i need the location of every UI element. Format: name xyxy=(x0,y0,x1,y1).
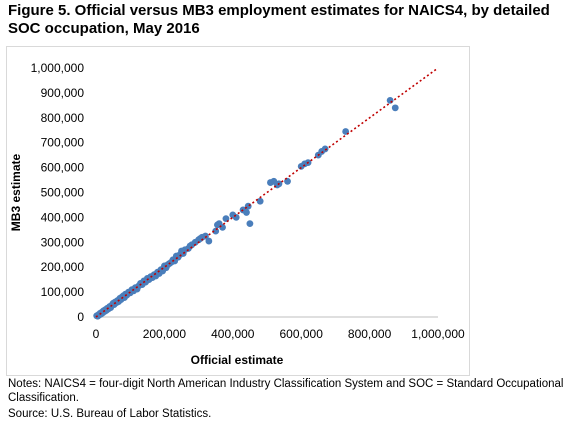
figure-title: Figure 5. Official versus MB3 employment… xyxy=(8,2,550,37)
notes-block: Notes: NAICS4 = four-digit North America… xyxy=(8,377,564,421)
data-point xyxy=(246,220,254,228)
x-axis-ticks: 0 200,000 400,000 600,000 800,000 1,000,000 xyxy=(93,327,465,341)
y-tick-label: 100,000 xyxy=(41,285,85,299)
notes-text: Notes: NAICS4 = four-digit North America… xyxy=(8,378,564,404)
y-tick-label: 900,000 xyxy=(41,86,85,100)
scatter-plot: 0 100,000 200,000 300,000 400,000 500,000 600,… xyxy=(9,61,465,367)
y-tick-label: 600,000 xyxy=(41,161,85,175)
y-axis-label: MB3 estimate xyxy=(9,154,23,232)
y-tick-label: 200,000 xyxy=(41,260,85,274)
y-tick-label: 400,000 xyxy=(41,210,85,224)
data-point xyxy=(243,209,250,216)
x-tick-label: 0 xyxy=(93,327,100,341)
data-point xyxy=(232,214,240,221)
data-point xyxy=(391,104,399,112)
y-tick-label: 300,000 xyxy=(41,235,85,249)
y-axis-ticks: 0 100,000 200,000 300,000 400,000 500,000 600,… xyxy=(31,61,85,324)
y-tick-label: 500,000 xyxy=(41,186,85,200)
y-tick-label: 0 xyxy=(77,310,84,324)
y-tick-label: 700,000 xyxy=(41,136,85,150)
data-point xyxy=(256,197,264,205)
data-point xyxy=(205,237,213,245)
x-tick-label: 400,000 xyxy=(211,327,255,341)
x-tick-label: 800,000 xyxy=(348,327,392,341)
source-text: Source: U.S. Bureau of Labor Statistics. xyxy=(8,408,212,420)
x-tick-label: 600,000 xyxy=(280,327,324,341)
data-point xyxy=(386,96,394,104)
x-axis-label: Official estimate xyxy=(191,353,284,367)
x-tick-label: 1,000,000 xyxy=(411,327,465,341)
data-point xyxy=(321,145,329,153)
x-tick-label: 200,000 xyxy=(143,327,187,341)
y-tick-label: 1,000,000 xyxy=(31,61,85,75)
y-tick-label: 800,000 xyxy=(41,111,85,125)
data-point xyxy=(202,232,209,240)
trendline xyxy=(95,67,439,318)
